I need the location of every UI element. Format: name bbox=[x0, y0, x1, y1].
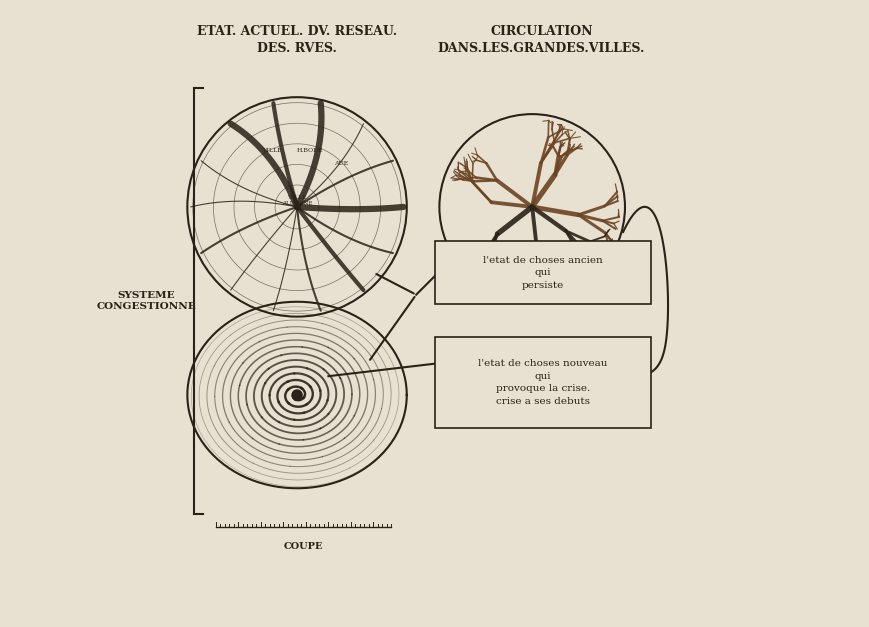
Text: SYSTEME
CONGESTIONNE: SYSTEME CONGESTIONNE bbox=[96, 290, 196, 312]
Text: l'etat de choses nouveau
qui
provoque la crise.
crise a ses debuts: l'etat de choses nouveau qui provoque la… bbox=[478, 359, 607, 406]
FancyBboxPatch shape bbox=[434, 337, 651, 428]
Text: VALLE
ALLEPINE: VALLE ALLEPINE bbox=[282, 195, 312, 206]
FancyBboxPatch shape bbox=[434, 241, 651, 304]
Text: AUE: AUE bbox=[334, 161, 348, 166]
Text: l'etat de choses ancien
qui
persiste: l'etat de choses ancien qui persiste bbox=[482, 256, 602, 290]
Text: CIRCULATION
DANS.LES.GRANDES.VILLES.: CIRCULATION DANS.LES.GRANDES.VILLES. bbox=[437, 25, 645, 55]
Text: H.BODE: H.BODE bbox=[296, 148, 322, 153]
Text: COUPE: COUPE bbox=[283, 542, 322, 551]
Text: ETAT. ACTUEL. DV. RESEAU.
DES. RVES.: ETAT. ACTUEL. DV. RESEAU. DES. RVES. bbox=[196, 25, 396, 55]
Circle shape bbox=[292, 390, 302, 400]
Text: VILLE: VILLE bbox=[262, 148, 282, 153]
